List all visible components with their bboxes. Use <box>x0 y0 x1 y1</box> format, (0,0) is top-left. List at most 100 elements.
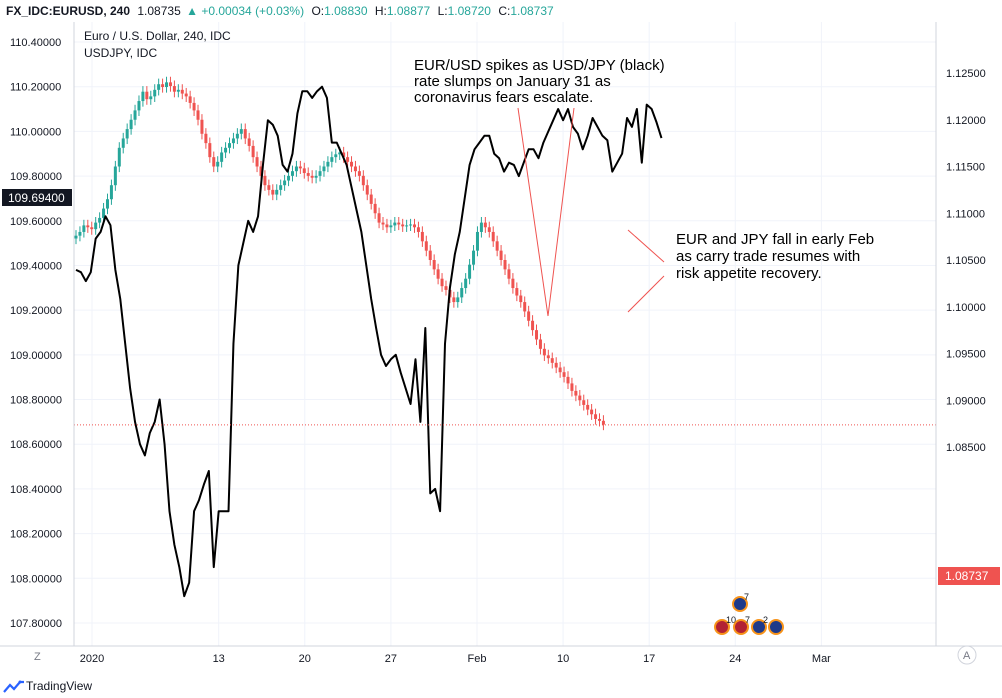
candle-body <box>416 227 420 232</box>
right-axis[interactable]: 1.12500 1.12000 1.11500 1.11000 1.10500 1.100… <box>946 68 986 454</box>
annotation-right-line-2: as carry trade resumes with <box>676 248 860 265</box>
candle-body <box>361 175 365 186</box>
candle-body <box>287 175 291 181</box>
event-count-1: 7 <box>744 592 749 602</box>
candle-body <box>385 224 389 228</box>
symbol-header: FX_IDC:EURUSD, 240 1.08735 ▲ +0.00034 (+… <box>0 0 1002 22</box>
candle-body <box>432 260 436 270</box>
candle-body <box>141 91 145 102</box>
up-arrow-icon: ▲ <box>186 4 198 18</box>
event-count-2: 10 <box>726 615 736 625</box>
right-tick-label: 1.09000 <box>946 395 986 407</box>
candle-body <box>263 175 267 186</box>
footer: TradingView <box>0 676 1002 698</box>
price-change: +0.00034 (+0.03%) <box>201 4 305 18</box>
time-axis[interactable]: 2020 13 20 27 Feb 10 17 24 Mar <box>80 653 831 665</box>
left-tick-label: 107.80000 <box>10 618 62 630</box>
arrow-down-right <box>627 275 665 313</box>
candle-body <box>338 152 342 155</box>
candle-body <box>566 376 570 384</box>
candle-body <box>601 420 605 425</box>
left-tick-label: 109.60000 <box>10 216 62 228</box>
left-tick-label: 109.40000 <box>10 260 62 272</box>
candle-body <box>550 358 554 363</box>
low-value: 1.08720 <box>447 4 491 18</box>
candle-body <box>192 102 196 111</box>
left-tick-label: 108.00000 <box>10 573 62 585</box>
left-axis[interactable]: 110.40000 110.20000 110.00000 109.80000 109.… <box>10 37 62 630</box>
candle-body <box>279 185 283 190</box>
time-tick-label: Mar <box>812 653 831 665</box>
event-count-3: 7 <box>745 615 750 625</box>
left-tick-label: 109.00000 <box>10 350 62 362</box>
candle-body <box>479 222 483 232</box>
candle-body <box>412 224 416 228</box>
candle-body <box>125 129 129 139</box>
candle-body <box>365 185 369 195</box>
candle-body <box>322 166 326 172</box>
event-markers[interactable]: 7 10 7 2 <box>714 592 784 635</box>
candle-body <box>161 84 165 88</box>
candle-body <box>212 157 216 167</box>
candle-body <box>444 286 448 290</box>
legend-main[interactable]: Euro / U.S. Dollar, 240, IDC <box>84 29 231 43</box>
right-tick-label: 1.11500 <box>946 162 985 174</box>
brand-name[interactable]: TradingView <box>26 679 93 693</box>
left-tick-label: 108.80000 <box>10 395 62 407</box>
candle-body <box>531 320 535 331</box>
candle-body <box>306 173 310 176</box>
high-value: 1.08877 <box>386 4 431 18</box>
candle-body <box>495 241 499 251</box>
candle-body <box>216 161 220 167</box>
candle-body <box>82 225 86 232</box>
candle-body <box>251 145 255 158</box>
candle-body <box>574 390 578 396</box>
event-flag-icon[interactable] <box>732 596 748 612</box>
auto-scale-button-bg[interactable] <box>957 645 977 665</box>
event-flag-icon[interactable] <box>768 619 784 635</box>
legend-overlay[interactable]: USDJPY, IDC <box>84 46 157 60</box>
time-tick-label: 24 <box>729 653 741 665</box>
tradingview-logo-icon[interactable] <box>3 679 25 695</box>
event-flag-icon[interactable] <box>751 619 767 635</box>
candle-body <box>243 129 247 139</box>
candle-body <box>109 185 113 200</box>
left-price-badge: 109.69400 <box>2 189 72 206</box>
candle-body <box>350 161 354 167</box>
candle-body <box>472 250 476 265</box>
auto-scale-button[interactable]: A <box>963 650 971 662</box>
candle-body <box>298 166 302 169</box>
left-tick-label: 110.00000 <box>10 126 61 138</box>
candle-body <box>460 288 464 298</box>
candle-body <box>153 89 157 97</box>
right-tick-label: 1.08500 <box>946 442 986 454</box>
candle-body <box>428 250 432 260</box>
candle-body <box>503 260 507 270</box>
candle-body <box>98 217 102 223</box>
event-flag-icon[interactable] <box>733 619 749 635</box>
candle-body <box>511 278 515 289</box>
candle-body <box>401 224 405 227</box>
annotation-top-line-2: rate slumps on January 31 as <box>414 73 611 90</box>
candle-body <box>176 89 180 92</box>
zoom-button[interactable]: Z <box>34 651 41 663</box>
candle-body <box>542 348 546 356</box>
candle-body <box>224 147 228 153</box>
candle-body <box>554 362 558 368</box>
chart-area[interactable]: EUR/USD spikes as USD/JPY (black) rate s… <box>0 0 1002 676</box>
candle-body <box>499 250 503 260</box>
candle-body <box>562 372 566 377</box>
time-tick-label: 20 <box>299 653 311 665</box>
event-flag-icon[interactable] <box>714 619 730 635</box>
candle-body <box>334 154 338 158</box>
symbol-title[interactable]: FX_IDC:EURUSD, 240 <box>6 4 131 18</box>
candle-body <box>294 166 298 172</box>
annotation-top-line-1: EUR/USD spikes as USD/JPY (black) <box>414 57 665 74</box>
left-tick-label: 108.60000 <box>10 439 62 451</box>
candle-body <box>558 367 562 373</box>
arrow-right <box>547 107 575 317</box>
candle-body <box>239 129 243 134</box>
candle-body <box>326 161 330 167</box>
candle-body <box>381 222 385 225</box>
candle-body <box>172 86 176 92</box>
